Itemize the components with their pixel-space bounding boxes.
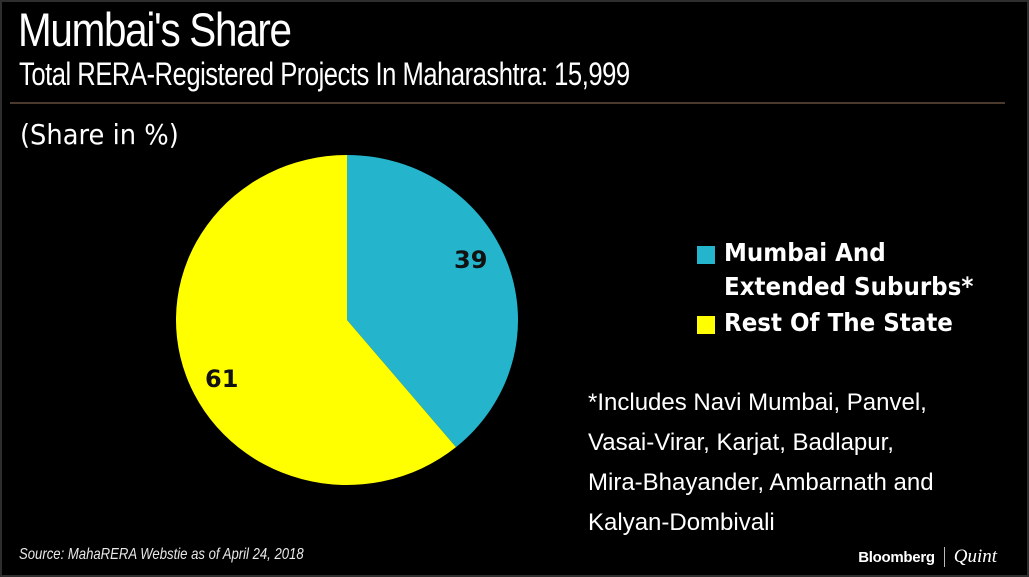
brand-separator [943,547,945,567]
footnote-line: *Includes Navi Mumbai, Panvel, [588,389,927,416]
chart-legend: Mumbai And Extended Suburbs* Rest Of The… [697,236,995,342]
chart-subtitle: Total RERA-Registered Projects In Mahara… [19,56,630,92]
legend-item-mumbai[interactable]: Mumbai And Extended Suburbs* [697,236,995,304]
source-note: Source: MahaRERA Webstie as of April 24,… [19,546,304,563]
brand-bloomberg: Bloomberg [858,548,935,566]
slice-label-rest-of-state: 61 [205,365,239,393]
footnote: *Includes Navi Mumbai, Panvel, Vasai-Vir… [588,383,934,543]
header-divider [10,102,1005,104]
footnote-line: Mira-Bhayander, Ambarnath and [588,469,934,496]
pie-slice-mumbai[interactable] [347,155,518,448]
footnote-line: Kalyan-Dombivali [588,509,775,536]
legend-label-mumbai: Mumbai And Extended Suburbs* [724,238,974,301]
pie-slice-rest-of-state[interactable] [175,155,456,486]
legend-item-rest-of-state[interactable]: Rest Of The State [697,306,995,340]
chart-title: Mumbai's Share [18,3,292,56]
unit-label: (Share in %) [20,118,179,151]
brand-logo: Bloomberg Quint [858,546,997,568]
slice-label-mumbai: 39 [454,246,488,274]
legend-label-rest-of-state: Rest Of The State [724,308,953,337]
legend-swatch-mumbai-icon [697,246,715,264]
footnote-line: Vasai-Virar, Karjat, Badlapur, [588,429,894,456]
brand-quint: Quint [953,546,997,567]
legend-swatch-rest-of-state-icon [697,316,715,334]
